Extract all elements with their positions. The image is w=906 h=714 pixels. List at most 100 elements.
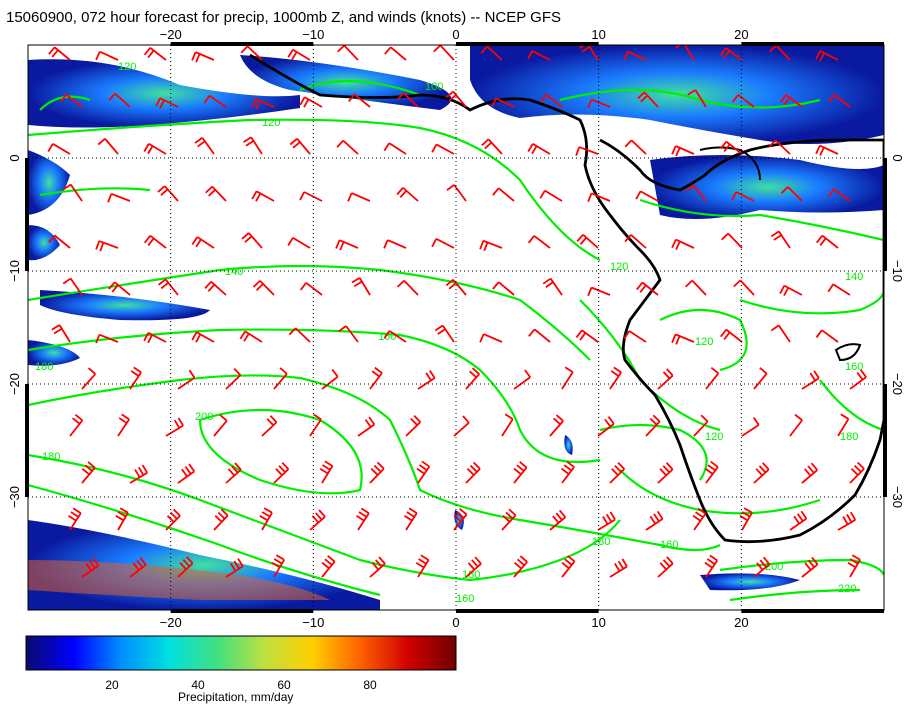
wind-barb: [191, 236, 215, 249]
wind-barb: [597, 416, 615, 437]
contour-label: 120: [610, 261, 628, 273]
wind-barb: [384, 46, 407, 61]
wind-barb: [319, 460, 334, 484]
wind-barb: [356, 507, 370, 531]
wind-barb: [225, 368, 242, 390]
wind-barb: [587, 98, 611, 109]
wind-barb: [309, 509, 326, 531]
wind-barb: [492, 281, 515, 296]
wind-barb: [129, 464, 148, 484]
wind-barb: [403, 507, 418, 531]
lon-tick-label-bottom: 10: [591, 615, 605, 630]
wind-barb: [753, 367, 768, 390]
wind-barb: [115, 507, 129, 531]
wind-barb: [549, 509, 567, 531]
wind-barb: [191, 331, 215, 343]
lat-tick-label-left: 0: [7, 154, 22, 161]
wind-barb: [816, 234, 839, 249]
wind-barb: [849, 369, 867, 390]
lon-tick-label-bottom: 0: [452, 615, 459, 630]
wind-barb: [213, 508, 229, 531]
wind-barb: [561, 555, 576, 578]
wind-barb: [143, 47, 167, 61]
wind-barb: [194, 137, 215, 155]
wind-barb: [739, 507, 753, 531]
wind-barb: [434, 324, 455, 343]
wind-barb: [657, 462, 674, 484]
wind-barb: [81, 557, 100, 578]
lat-tick-label-left: −20: [7, 373, 22, 395]
colorbar-tick-label: 20: [105, 678, 119, 692]
wind-barb: [213, 414, 228, 437]
wind-barb: [501, 508, 517, 531]
contour-label: 180: [462, 569, 480, 581]
wind-barb: [770, 324, 791, 343]
contour-label: 160: [660, 539, 678, 551]
wind-barb: [465, 461, 481, 484]
wind-barb: [769, 45, 791, 61]
wind-barb: [95, 50, 119, 61]
wind-barb: [481, 138, 503, 155]
wind-barb: [731, 94, 755, 108]
wind-barb: [801, 462, 818, 484]
wind-barb: [827, 283, 851, 296]
wind-barb: [733, 279, 755, 296]
frame-bar: [25, 384, 29, 497]
wind-barb: [108, 281, 131, 296]
wind-barb: [721, 232, 743, 249]
lon-tick-label-top: 0: [452, 27, 459, 42]
wind-barb: [704, 460, 719, 484]
wind-barb: [177, 369, 196, 390]
height-contours: [28, 80, 884, 602]
lon-tick-label-top: −20: [160, 27, 182, 42]
wind-barb: [203, 95, 227, 108]
colorbar-title: Precipitation, mm/day: [178, 690, 294, 704]
wind-barb: [335, 239, 359, 251]
lat-tick-label-left: −30: [7, 486, 22, 508]
wind-barb: [157, 278, 179, 296]
wind-barb: [143, 332, 167, 344]
wind-barb: [396, 187, 419, 202]
wind-barb: [731, 191, 755, 202]
wind-barb: [321, 555, 336, 578]
wind-barb: [155, 97, 179, 109]
contour-labels: 120 120 100 140 160 180 200 180 180 160 …: [35, 61, 863, 605]
wind-barb: [336, 139, 359, 155]
contour-label: 180: [592, 536, 610, 548]
wind-barb: [369, 366, 383, 390]
wind-barb: [287, 48, 311, 61]
wind-barb: [59, 94, 83, 108]
wind-barb: [129, 557, 147, 578]
wind-barb: [62, 277, 83, 296]
wind-barb: [205, 185, 227, 202]
wind-barb: [685, 184, 707, 202]
frame-bar: [170, 42, 314, 46]
wind-barb: [837, 413, 850, 437]
wind-barb: [68, 507, 82, 531]
contour-label: 140: [845, 271, 863, 283]
graticule: [28, 45, 884, 610]
wind-barb: [687, 89, 707, 108]
wind-barb: [576, 234, 599, 249]
wind-barb: [95, 333, 119, 344]
frame-scale-bars: [25, 42, 887, 613]
wind-barb: [261, 415, 278, 437]
contour-label: 140: [225, 266, 243, 278]
wind-barb: [685, 279, 707, 296]
wind-barb: [369, 461, 385, 484]
wind-barb: [768, 139, 791, 155]
wind-barb: [204, 280, 227, 296]
wind-barb: [288, 327, 311, 343]
wind-barbs: [47, 45, 867, 578]
wind-barb: [561, 460, 575, 484]
frame-bar: [883, 158, 887, 271]
wind-barb: [815, 50, 839, 62]
wind-barb: [177, 463, 196, 484]
wind-barb: [62, 183, 83, 202]
wind-barb: [445, 90, 467, 108]
lake-victoria: [699, 146, 761, 181]
wind-barb: [575, 146, 599, 156]
frame-bar: [170, 609, 314, 613]
wind-barb: [81, 461, 96, 484]
